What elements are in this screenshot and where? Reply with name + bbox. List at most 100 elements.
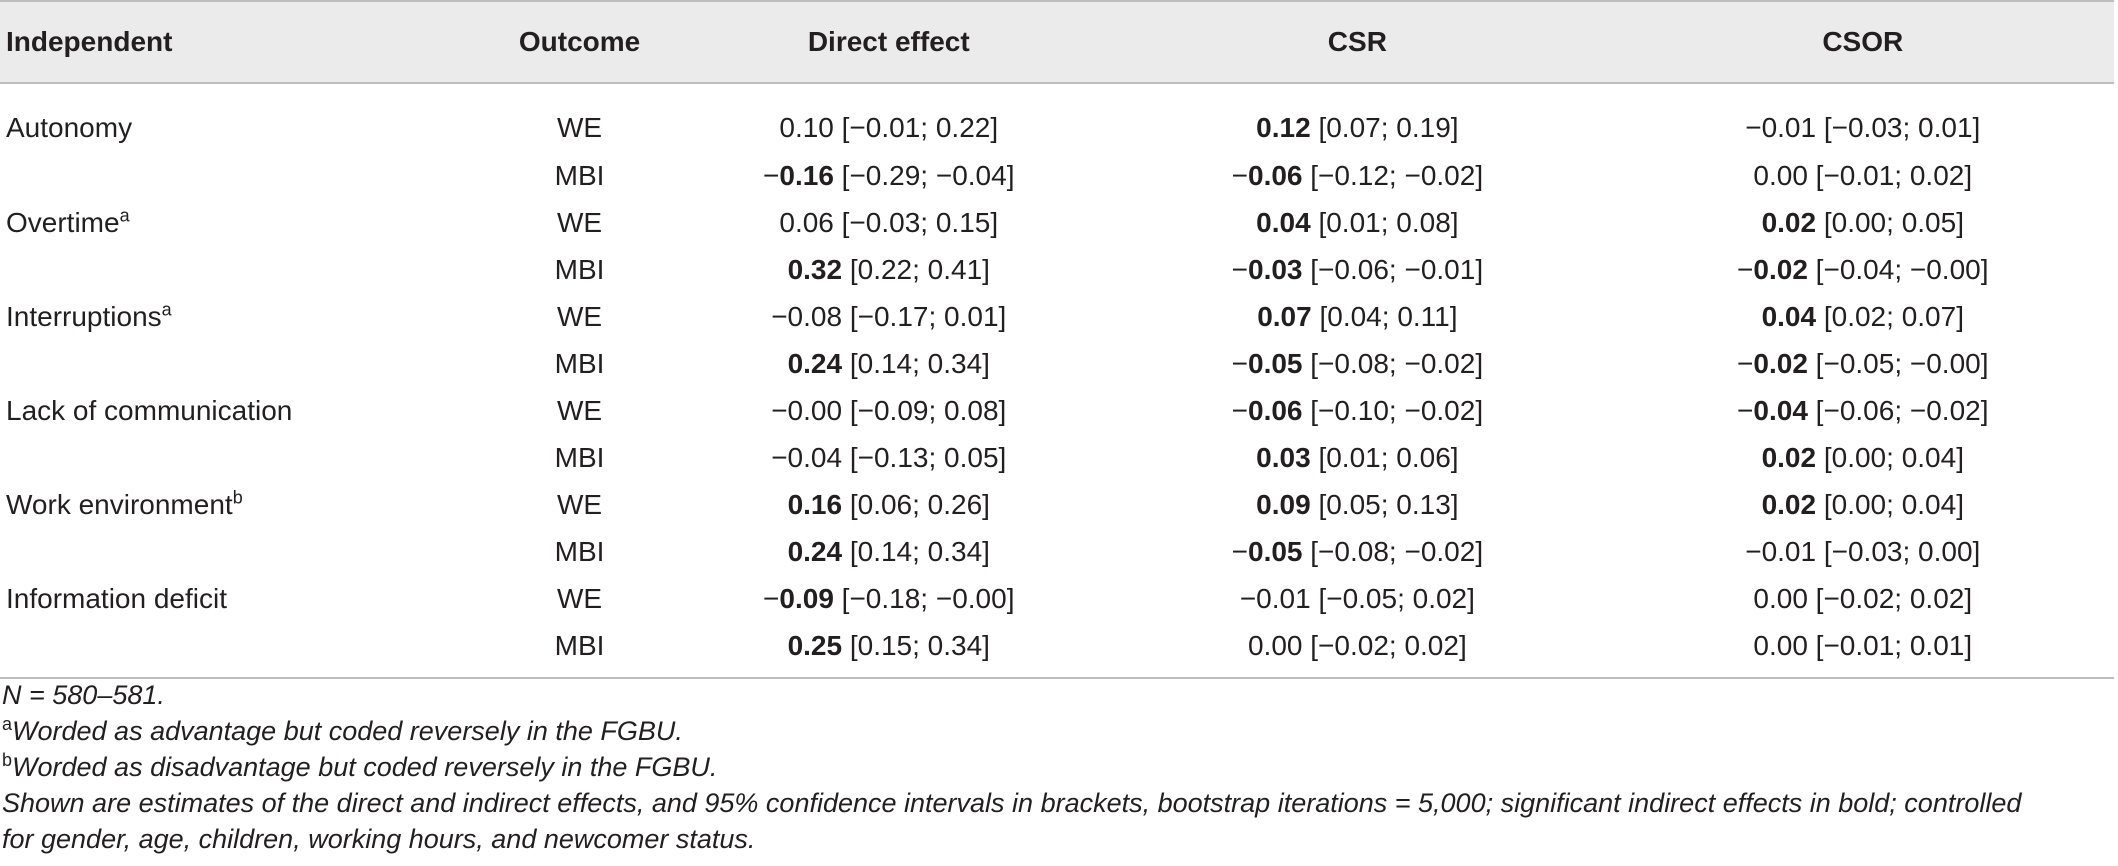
estimate-value: 0.05 xyxy=(1248,347,1303,379)
results-table: Independent Outcome Direct effect CSR CS… xyxy=(0,0,2114,679)
cell-independent xyxy=(0,152,485,199)
estimate-value: 0.06 xyxy=(1248,394,1303,426)
cell-csor: −0.02 [−0.04; −0.00] xyxy=(1612,246,2114,293)
table-row: MBI −0.16 [−0.29; −0.04] −0.06 [−0.12; −0.… xyxy=(0,152,2114,199)
estimate-value: 0.03 xyxy=(1256,441,1311,473)
cell-independent: Lack of communication xyxy=(0,387,485,434)
table-notes: N = 580–581. aWorded as advantage but co… xyxy=(2,677,2112,857)
cell-direct-effect: −0.09 [−0.18; −0.00] xyxy=(674,575,1103,622)
cell-independent: Work environmentb xyxy=(0,481,485,528)
note-b-mark: b xyxy=(2,750,13,770)
estimate-value: 0.12 xyxy=(1256,112,1311,143)
cell-direct-effect: −0.16 [−0.29; −0.04] xyxy=(674,152,1103,199)
note-n: N = 580–581. xyxy=(2,680,165,710)
header-outcome: Outcome xyxy=(484,0,675,84)
confidence-interval: [−0.03; 0.15] xyxy=(833,206,999,238)
estimate-value: 0.24 xyxy=(787,347,843,379)
footnote-mark: a xyxy=(119,205,130,226)
cell-direct-effect: −0.08 [−0.17; 0.01] xyxy=(674,293,1103,340)
cell-csr: 0.07 [0.04; 0.11] xyxy=(1103,293,1611,340)
cell-csor: 0.02 [0.00; 0.05] xyxy=(1612,199,2114,246)
cell-independent xyxy=(0,622,485,679)
estimate-value: −0.04 xyxy=(771,441,843,473)
cell-direct-effect: 0.25 [0.15; 0.34] xyxy=(674,622,1104,679)
confidence-interval: [−0.10; −0.02] xyxy=(1302,394,1484,426)
cell-independent xyxy=(0,434,485,481)
cell-direct-effect: −0.04 [−0.13; 0.05] xyxy=(674,434,1103,481)
cell-csr: −0.05 [−0.08; −0.02] xyxy=(1103,528,1611,575)
estimate-value: 0.03 xyxy=(1248,253,1303,285)
confidence-interval: [0.00; 0.05] xyxy=(1816,206,1964,238)
estimate-value: −0.00 xyxy=(771,394,843,426)
footnote-mark: b xyxy=(232,487,243,508)
confidence-interval: [0.00; 0.04] xyxy=(1816,441,1964,473)
estimate-value: 0.32 xyxy=(787,253,843,285)
estimate-value: 0.09 xyxy=(1256,488,1311,520)
confidence-interval: [−0.02; 0.02] xyxy=(1302,629,1467,661)
confidence-interval: [−0.09; 0.08] xyxy=(842,394,1007,426)
note-a-text: Worded as advantage but coded reversely … xyxy=(12,716,683,746)
independent-label: Autonomy xyxy=(6,112,133,143)
confidence-interval: [−0.04; −0.00] xyxy=(1807,253,1989,285)
estimate-prefix: − xyxy=(1231,394,1248,426)
confidence-interval: [0.00; 0.04] xyxy=(1816,488,1964,520)
footnote-mark: a xyxy=(161,299,172,320)
cell-direct-effect: 0.10 [−0.01; 0.22] xyxy=(674,83,1103,152)
estimate-value: −0.01 xyxy=(1239,582,1311,614)
confidence-interval: [−0.01; 0.22] xyxy=(833,112,999,143)
confidence-interval: [0.02; 0.07] xyxy=(1816,300,1964,332)
confidence-interval: [−0.06; −0.02] xyxy=(1807,394,1989,426)
estimate-prefix: − xyxy=(1737,347,1754,379)
estimate-value: 0.02 xyxy=(1761,206,1817,238)
cell-csr: −0.01 [−0.05; 0.02] xyxy=(1103,575,1611,622)
cell-csor: 0.00 [−0.02; 0.02] xyxy=(1612,575,2114,622)
cell-independent: Overtimea xyxy=(0,199,485,246)
cell-independent xyxy=(0,528,485,575)
estimate-prefix: − xyxy=(1231,535,1248,567)
cell-outcome: MBI xyxy=(554,441,605,473)
table-row: Autonomy WE 0.10 [−0.01; 0.22] 0.12 [0.07; … xyxy=(0,83,2114,152)
estimate-value: 0.06 xyxy=(1248,159,1303,191)
estimate-prefix: − xyxy=(1231,159,1248,191)
independent-label: Lack of communication xyxy=(6,394,293,426)
note-a: aWorded as advantage but coded reversely… xyxy=(2,713,2112,749)
cell-outcome: WE xyxy=(556,206,603,238)
cell-outcome: MBI xyxy=(484,622,675,679)
table-row: MBI 0.24 [0.14; 0.34] −0.05 [−0.08; −0.02]… xyxy=(0,528,2114,575)
cell-csr: −0.06 [−0.10; −0.02] xyxy=(1103,387,1611,434)
confidence-interval: [−0.06; −0.01] xyxy=(1302,253,1484,285)
cell-csr: −0.05 [−0.08; −0.02] xyxy=(1103,340,1611,387)
note-general-line-2: for gender, age, children, working hours… xyxy=(2,824,756,854)
cell-direct-effect: 0.24 [0.14; 0.34] xyxy=(674,340,1103,387)
cell-outcome: WE xyxy=(556,112,603,143)
estimate-prefix: − xyxy=(763,159,780,191)
independent-label: Interruptions xyxy=(6,300,162,332)
cell-outcome: MBI xyxy=(554,253,605,285)
header-csr: CSR xyxy=(1103,0,1612,84)
cell-csr: 0.04 [0.01; 0.08] xyxy=(1103,199,1611,246)
confidence-interval: [−0.03; 0.00] xyxy=(1816,535,1981,567)
confidence-interval: [−0.29; −0.04] xyxy=(833,159,1015,191)
cell-csr: −0.06 [−0.12; −0.02] xyxy=(1103,152,1611,199)
estimate-value: 0.09 xyxy=(779,582,834,614)
cell-csr: 0.09 [0.05; 0.13] xyxy=(1103,481,1611,528)
confidence-interval: [−0.13; 0.05] xyxy=(842,441,1007,473)
cell-csor: −0.01 [−0.03; 0.01] xyxy=(1612,83,2114,152)
cell-csor: 0.02 [0.00; 0.04] xyxy=(1612,481,2114,528)
estimate-value: 0.00 xyxy=(1753,629,1808,661)
confidence-interval: [−0.12; −0.02] xyxy=(1302,159,1484,191)
estimate-value: 0.25 xyxy=(787,629,843,661)
confidence-interval: [−0.17; 0.01] xyxy=(842,300,1007,332)
estimate-prefix: − xyxy=(1231,253,1248,285)
cell-independent: Information deficit xyxy=(0,575,485,622)
confidence-interval: [0.01; 0.08] xyxy=(1310,206,1459,238)
estimate-value: 0.04 xyxy=(1761,300,1817,332)
cell-csr: −0.03 [−0.06; −0.01] xyxy=(1103,246,1611,293)
estimate-prefix: − xyxy=(763,582,780,614)
header-direct-effect: Direct effect xyxy=(674,0,1104,84)
estimate-value: 0.05 xyxy=(1248,535,1303,567)
estimate-value: 0.06 xyxy=(779,206,834,238)
estimate-value: 0.00 xyxy=(1247,629,1303,661)
confidence-interval: [−0.05; 0.02] xyxy=(1310,582,1475,614)
